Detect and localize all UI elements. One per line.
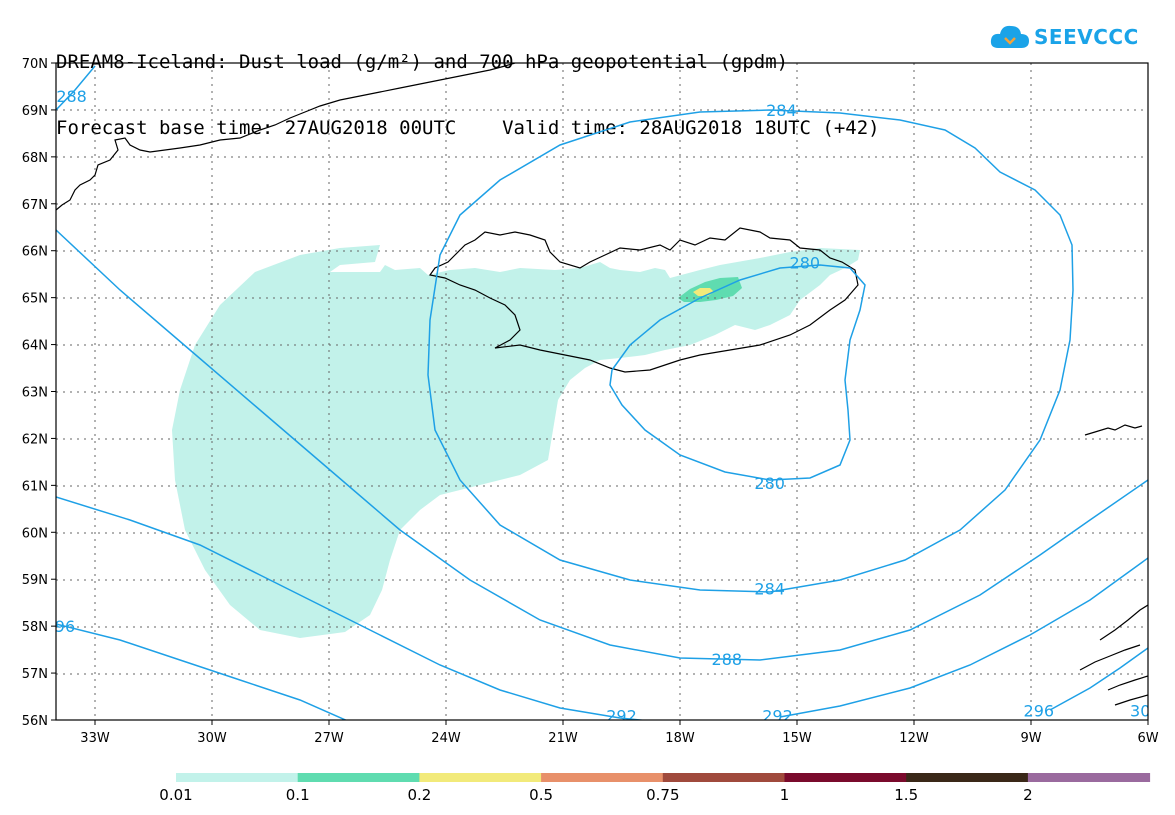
lon-tick-label: 24W <box>431 731 461 746</box>
contour-292-main <box>56 496 1148 720</box>
geopotential-contours <box>56 65 1148 720</box>
colorbar-segment <box>541 773 664 782</box>
cloud-icon <box>990 25 1029 48</box>
lat-tick-label: 62N <box>22 432 48 447</box>
colorbar-label: 0.5 <box>529 786 553 804</box>
scotland-coast <box>1079 604 1148 706</box>
lon-tick-label: 15W <box>782 731 812 746</box>
lat-tick-label: 65N <box>22 292 48 307</box>
contour-label: 296 <box>1024 702 1055 721</box>
lon-axis: 33W 30W 27W 24W 21W 18W 15W 12W 9W 6W <box>80 720 1159 746</box>
seevccc-logo: SEEVCCC <box>990 22 1139 52</box>
lat-tick-label: 64N <box>22 339 48 354</box>
lon-tick-label: 12W <box>899 731 929 746</box>
lat-axis: 70N 69N 68N 67N 66N 65N 64N 63N 62N 61N 60N 59N 58N 5… <box>22 57 56 729</box>
lat-tick-label: 67N <box>22 198 48 213</box>
map-title: DREAM8-Iceland: Dust load (g/m²) and 700… <box>56 7 880 161</box>
colorbar-label: 0.1 <box>286 786 310 804</box>
contour-284-ring <box>427 109 1074 593</box>
colorbar-label: 1.5 <box>894 786 918 804</box>
contour-label: 292 <box>606 706 637 725</box>
logo-text: SEEVCCC <box>1034 25 1139 49</box>
contour-288-main <box>56 229 1148 661</box>
colorbar: 0.01 0.1 0.2 0.5 0.75 1 1.5 2 <box>159 773 1151 804</box>
coastlines <box>56 63 1148 706</box>
colorbar-segment <box>297 773 420 782</box>
greenland-coast <box>56 63 516 211</box>
lon-tick-label: 9W <box>1020 731 1041 746</box>
lon-tick-label: 21W <box>548 731 578 746</box>
contour-280-ring <box>609 264 866 481</box>
contour-288-nw <box>56 65 96 111</box>
colorbar-label: 2 <box>1023 786 1033 804</box>
lon-tick-label: 18W <box>665 731 695 746</box>
lat-tick-label: 63N <box>22 386 48 401</box>
contour-label: 296 <box>45 617 76 636</box>
colorbar-segment <box>784 773 907 782</box>
lon-tick-label: 30W <box>197 731 227 746</box>
colorbar-segment <box>419 773 542 782</box>
lat-tick-label: 66N <box>22 245 48 260</box>
colorbar-segment <box>662 773 785 782</box>
colorbar-label: 1 <box>780 786 790 804</box>
lat-tick-label: 68N <box>22 151 48 166</box>
dust-area-low <box>172 245 860 638</box>
lat-tick-label: 61N <box>22 479 48 494</box>
lat-tick-label: 69N <box>22 104 48 119</box>
colorbar-label: 0.75 <box>646 786 679 804</box>
contour-label: 292 <box>762 706 793 725</box>
contour-label: 30 <box>1130 702 1150 721</box>
dust-layer <box>172 245 860 638</box>
title-line-2: Forecast base time: 27AUG2018 00UTC Vali… <box>56 117 880 139</box>
lat-tick-label: 58N <box>22 620 48 635</box>
iceland-coast <box>428 227 859 373</box>
lat-tick-label: 60N <box>22 526 48 541</box>
contour-label: 288 <box>56 87 87 106</box>
lon-tick-label: 33W <box>80 731 110 746</box>
faroe-shetland-coast <box>1084 424 1143 436</box>
lon-tick-label: 27W <box>314 731 344 746</box>
contour-296-main <box>56 623 1148 720</box>
contour-labels: 288 284 280 280 284 288 292 292 296 296 30 <box>45 87 1150 725</box>
title-line-1: DREAM8-Iceland: Dust load (g/m²) and 700… <box>56 51 789 73</box>
contour-label: 280 <box>790 253 821 272</box>
colorbar-segment <box>906 773 1029 782</box>
contour-label: 280 <box>754 474 785 493</box>
contour-label: 284 <box>766 101 797 120</box>
lat-tick-label: 57N <box>22 667 48 682</box>
lon-tick-label: 6W <box>1137 731 1158 746</box>
lat-tick-label: 59N <box>22 573 48 588</box>
colorbar-label: 0.01 <box>159 786 192 804</box>
lat-tick-label: 56N <box>22 714 48 729</box>
colorbar-label: 0.2 <box>407 786 431 804</box>
contour-label: 288 <box>712 650 743 669</box>
contour-label: 284 <box>754 580 785 599</box>
lat-tick-label: 70N <box>22 57 48 72</box>
colorbar-segment <box>1027 773 1151 782</box>
colorbar-segment <box>176 773 299 782</box>
